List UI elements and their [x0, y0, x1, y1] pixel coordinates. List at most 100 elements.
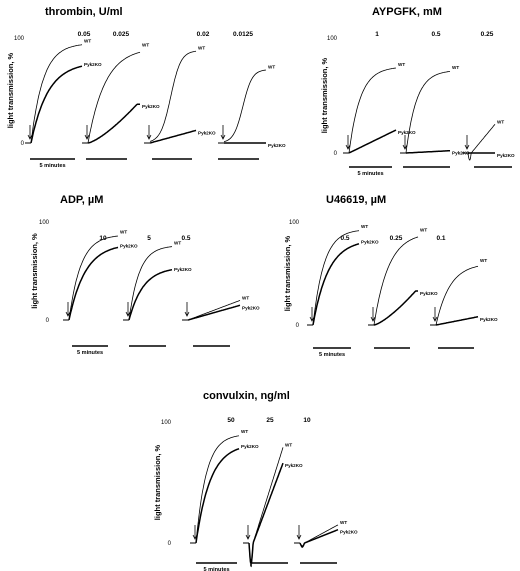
trace-pyk2ko — [248, 462, 284, 564]
trace-pyk2ko — [68, 246, 119, 321]
scale-bar-label: 5 minutes — [203, 567, 229, 571]
y-tick-label: 100 — [289, 220, 300, 226]
series-label: WT — [174, 241, 181, 246]
concentration-label: 0.5 — [340, 235, 349, 242]
trace-wt — [467, 124, 496, 161]
trace-wt — [405, 71, 451, 154]
trace-wt — [312, 230, 360, 326]
series-label: Pyk2KO — [497, 153, 515, 158]
concentration-label: 0.5 — [431, 31, 440, 38]
concentration-label: 0.25 — [481, 31, 494, 38]
y-tick-label: 100 — [14, 36, 25, 42]
panel-2: AYPGFK, mM light transmission, % 100 0 1 WT Py… — [320, 6, 515, 177]
series-label: Pyk2KO — [84, 62, 102, 67]
addition-arrow — [370, 316, 376, 322]
series-label: WT — [420, 227, 427, 232]
series-label: Pyk2KO — [361, 240, 379, 245]
trace-wt — [223, 69, 267, 143]
series-label: Pyk2KO — [398, 130, 416, 135]
concentration-label: 0.1 — [436, 235, 445, 242]
panel-title: convulxin, ng/ml — [203, 390, 290, 402]
series-label: Pyk2KO — [241, 444, 259, 449]
panel-1: thrombin, U/ml light transmission, % 100 0 0… — [6, 6, 286, 169]
y-tick-label: 0 — [21, 141, 25, 147]
trace-pyk2ko — [128, 268, 173, 321]
panel-4: U46619, µM light transmission, % 100 0 0.5 WT… — [283, 194, 498, 358]
y-axis-label: light transmission, % — [6, 52, 15, 128]
concentration-label: 10 — [99, 235, 107, 242]
trace-wt — [435, 265, 479, 326]
addition-arrow — [125, 311, 131, 317]
trace-pyk2ko — [195, 448, 240, 544]
scale-bar-label: 5 minutes — [319, 352, 345, 358]
series-label: WT — [452, 65, 459, 70]
concentration-label: 0.5 — [181, 235, 190, 242]
y-tick-label: 100 — [39, 220, 50, 226]
addition-arrow — [84, 134, 90, 140]
addition-arrow — [146, 134, 152, 140]
trace-pyk2ko — [435, 316, 479, 326]
addition-arrow — [432, 316, 438, 322]
series-label: WT — [398, 62, 405, 67]
y-axis-label: light transmission, % — [283, 235, 292, 311]
series-label: WT — [120, 230, 127, 235]
y-tick-label: 0 — [168, 541, 172, 547]
series-label: Pyk2KO — [285, 463, 303, 468]
trace-pyk2ko — [149, 129, 197, 144]
series-label: Pyk2KO — [174, 267, 192, 272]
series-label: WT — [142, 42, 149, 47]
series-label: WT — [241, 429, 248, 434]
y-tick-label: 0 — [46, 318, 50, 324]
series-label: Pyk2KO — [268, 143, 286, 148]
concentration-label: 0.05 — [78, 31, 91, 38]
trace-wt — [87, 51, 141, 144]
addition-arrow — [309, 316, 315, 322]
trace-pyk2ko — [406, 149, 450, 154]
trace-pyk2ko — [348, 129, 397, 154]
series-label: Pyk2KO — [480, 317, 498, 322]
panel-title: U46619, µM — [326, 194, 386, 206]
series-label: WT — [242, 295, 249, 300]
y-tick-label: 0 — [334, 151, 338, 157]
trace-pyk2ko — [299, 528, 339, 548]
concentration-label: 0.25 — [390, 235, 403, 242]
y-axis-label: light transmission, % — [153, 444, 162, 520]
panel-3: ADP, µM light transmission, % 100 0 10 WT Pyk2… — [30, 194, 260, 356]
scale-bar-label: 5 minutes — [39, 163, 65, 169]
trace-wt — [187, 300, 241, 321]
series-label: WT — [268, 65, 275, 70]
y-axis-label: light transmission, % — [320, 57, 329, 133]
scale-bar-label: 5 minutes — [77, 350, 103, 356]
addition-arrow — [245, 534, 251, 540]
series-label: WT — [285, 442, 292, 447]
addition-arrow — [27, 134, 33, 140]
trace-wt — [128, 246, 173, 321]
addition-arrow — [65, 311, 71, 317]
concentration-label: 5 — [147, 235, 151, 242]
panel-title: AYPGFK, mM — [372, 6, 442, 18]
trace-pyk2ko — [373, 290, 418, 326]
trace-wt — [373, 236, 419, 326]
scale-bar-label: 5 minutes — [357, 171, 383, 177]
series-label: WT — [340, 520, 347, 525]
trace-pyk2ko — [187, 304, 241, 321]
concentration-label: 0.0125 — [233, 31, 253, 38]
panel-title: thrombin, U/ml — [45, 6, 123, 18]
trace-wt — [348, 67, 397, 154]
trace-pyk2ko — [312, 243, 360, 326]
trace-wt — [149, 50, 197, 142]
y-tick-label: 0 — [296, 323, 300, 329]
series-label: Pyk2KO — [340, 530, 358, 535]
trace-pyk2ko — [30, 65, 83, 144]
series-label: Pyk2KO — [198, 130, 216, 135]
addition-arrow — [184, 311, 190, 317]
series-label: Pyk2KO — [420, 291, 438, 296]
addition-arrow — [345, 144, 351, 150]
series-label: Pyk2KO — [242, 305, 260, 310]
series-label: WT — [497, 119, 504, 124]
series-label: WT — [84, 38, 91, 43]
trace-wt — [30, 44, 83, 144]
panel-title: ADP, µM — [60, 194, 103, 206]
addition-arrow — [464, 144, 470, 150]
concentration-label: 0.02 — [197, 31, 210, 38]
